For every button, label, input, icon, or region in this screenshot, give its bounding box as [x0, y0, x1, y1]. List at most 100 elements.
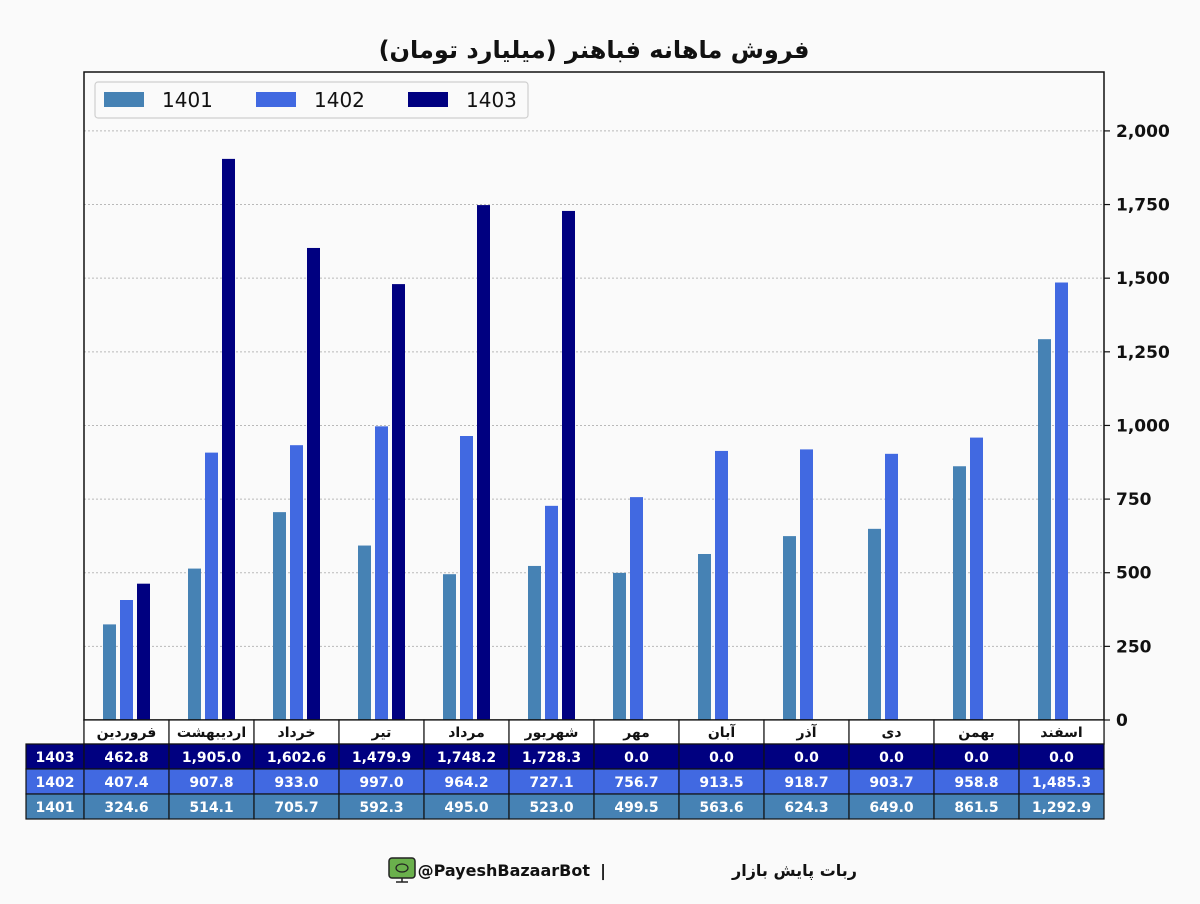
bar-1402: [1055, 282, 1068, 720]
category-label: خرداد: [278, 725, 316, 741]
bar-1402: [120, 600, 133, 720]
table-cell-value: 0.0: [709, 750, 734, 766]
table-cell-value: 933.0: [274, 775, 319, 791]
table-cell-value: 0.0: [879, 750, 904, 766]
table-cell-value: 495.0: [444, 800, 489, 816]
table-cell-value: 727.1: [529, 775, 573, 791]
category-label: دی: [881, 725, 901, 741]
table-cell: [168, 743, 255, 770]
table-cell: [933, 793, 1020, 820]
table-cell: [678, 793, 765, 820]
table-cell: [168, 793, 255, 820]
category-label: شهریور: [524, 725, 579, 741]
grid-lines: [84, 130, 1104, 647]
table-cell-value: 624.3: [784, 800, 828, 816]
bar-1401: [868, 528, 881, 720]
table-cell: [338, 793, 425, 820]
bars: [103, 158, 1068, 721]
bar-1401: [1038, 339, 1051, 720]
category-label: فروردین: [97, 725, 157, 741]
bar-1402: [715, 450, 728, 720]
table-header-cell: [1018, 719, 1105, 745]
bar-1402: [630, 497, 643, 720]
legend-box: [94, 81, 529, 119]
table-row-header-cell: [25, 793, 85, 820]
table-cell-value: 563.6: [699, 800, 743, 816]
category-label: آذر: [795, 723, 817, 741]
bar-1402: [205, 452, 218, 720]
table-cell: [423, 768, 510, 795]
bar-1403: [562, 210, 575, 721]
legend-swatch-1401: [104, 92, 144, 107]
bar-1402: [375, 426, 388, 720]
y-tick-label: 250: [1116, 637, 1152, 657]
category-label: اردیبهشت: [177, 725, 246, 741]
bar-1401: [528, 565, 541, 720]
table-header-cell: [848, 719, 935, 745]
table-cell-value: 407.4: [104, 775, 149, 791]
legend-label-1402: 1402: [314, 88, 365, 112]
table-cell-value: 997.0: [359, 775, 404, 791]
bar-1402: [290, 445, 303, 720]
bar-1402: [545, 505, 558, 720]
data-table: فروردین اردیبهشت خرداد تیر مرداد شهریور مهر آبا…: [25, 719, 1105, 820]
plot-frame: [83, 71, 1105, 721]
table-cell-value: 705.7: [274, 800, 318, 816]
y-tick-label: 2,000: [1116, 122, 1170, 142]
bar-1401: [953, 466, 966, 720]
table-header-cell: [678, 719, 765, 745]
table-row-header: 1403: [36, 750, 75, 766]
bar-1401: [698, 553, 711, 720]
footer: ربات پایش بازار | @PayeshBazaarBot: [388, 857, 857, 883]
bar-1403: [137, 583, 150, 720]
category-label: آبان: [708, 723, 736, 741]
category-label: اسفند: [1040, 725, 1082, 741]
legend-label-1401: 1401: [162, 88, 213, 112]
bar-1401: [783, 536, 796, 720]
footer-bot-name: ربات پایش بازار: [731, 861, 857, 881]
table-cell-value: 514.1: [189, 800, 233, 816]
y-tick-label: 0: [1116, 711, 1128, 731]
bar-1403: [392, 284, 405, 720]
bar-1402: [460, 435, 473, 720]
table-cell-value: 462.8: [104, 750, 148, 766]
y-tick-label: 750: [1116, 490, 1152, 510]
table-cell-value: 499.5: [614, 800, 658, 816]
table-cell-value: 907.8: [189, 775, 233, 791]
table-cell-value: 958.8: [954, 775, 998, 791]
table-cell-value: 861.5: [954, 800, 998, 816]
bar-1401: [443, 574, 456, 720]
table-cell-value: 913.5: [699, 775, 743, 791]
table-cell-value: 324.6: [104, 800, 148, 816]
table-cell: [593, 743, 680, 770]
table-cell: [423, 743, 510, 770]
table-cell: [763, 743, 850, 770]
table-cell: [593, 793, 680, 820]
bar-1403: [307, 247, 320, 720]
legend-label-1403: 1403: [466, 88, 517, 112]
table-cell-value: 1,905.0: [182, 750, 242, 766]
table-cell-value: 1,602.6: [267, 750, 326, 766]
tv-icon: [388, 857, 416, 883]
bar-1401: [103, 624, 116, 720]
y-tick-label: 500: [1116, 564, 1152, 584]
table-cell-value: 0.0: [1049, 750, 1074, 766]
table-cell-value: 1,728.3: [522, 750, 581, 766]
bar-1402: [970, 437, 983, 720]
bar-1402: [800, 449, 813, 720]
table-cell-value: 964.2: [444, 775, 488, 791]
table-cell-value: 523.0: [529, 800, 574, 816]
table-cell: [1018, 793, 1105, 820]
table-row-header: 1402: [36, 775, 75, 791]
table-header-cell: [508, 719, 595, 745]
table-cell-value: 0.0: [794, 750, 819, 766]
y-tick-label: 1,250: [1116, 343, 1170, 363]
table-cell-value: 649.0: [869, 800, 914, 816]
legend-swatch-1402: [256, 92, 296, 107]
table-cell-value: 1,485.3: [1032, 775, 1091, 791]
table-cell-value: 592.3: [359, 800, 403, 816]
table-cell: [83, 793, 170, 820]
table-cell-value: 1,748.2: [437, 750, 496, 766]
table-cell-value: 1,479.9: [352, 750, 411, 766]
